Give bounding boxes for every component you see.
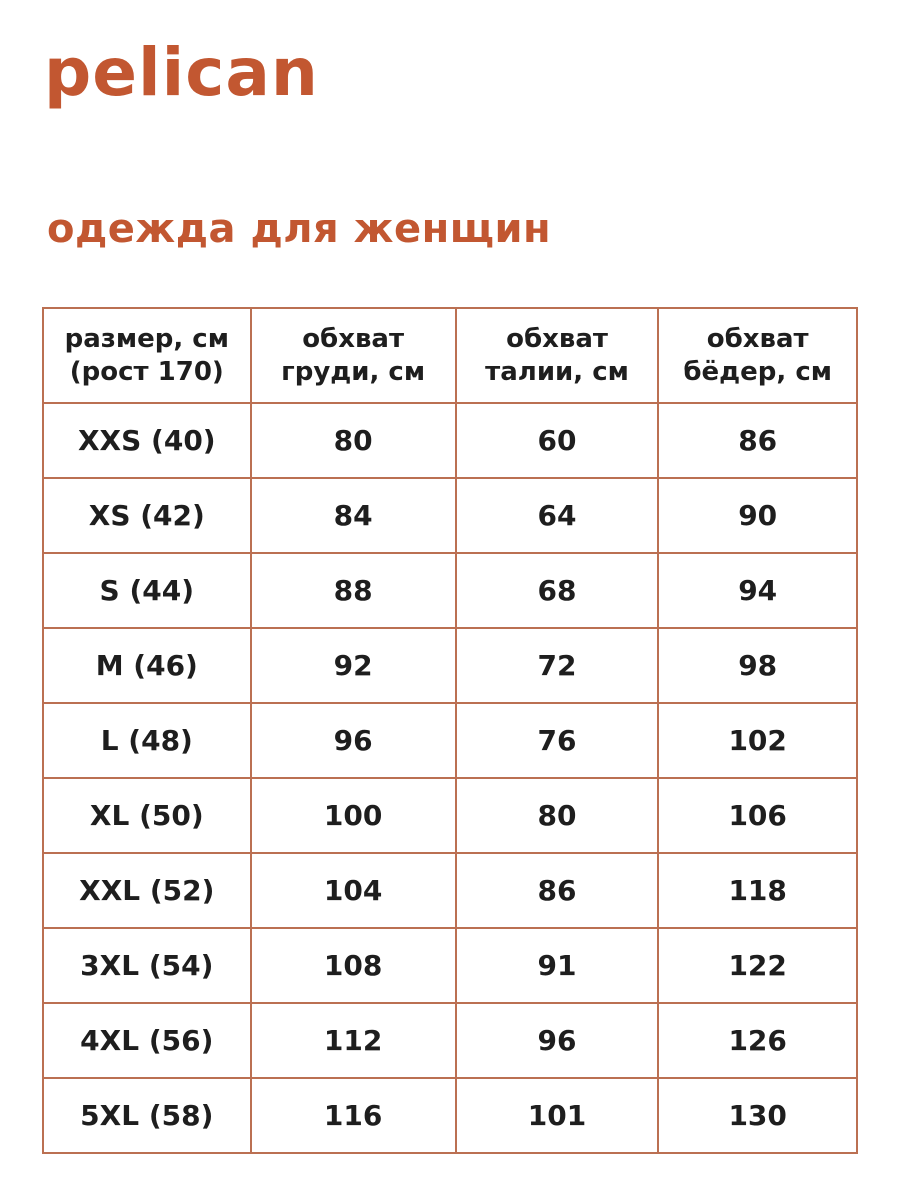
hips-cell: 118: [657, 852, 858, 929]
hips-cell: 90: [657, 477, 858, 554]
table-row: XXL (52) 104 86 118: [42, 852, 858, 929]
waist-cell: 60: [454, 402, 660, 479]
chest-cell: 104: [249, 852, 457, 929]
chest-cell: 92: [249, 627, 457, 704]
size-cell: XXS (40): [42, 402, 252, 479]
size-cell: XL (50): [42, 777, 252, 854]
size-cell: S (44): [42, 552, 252, 629]
waist-cell: 80: [454, 777, 660, 854]
waist-cell: 72: [454, 627, 660, 704]
chest-cell: 96: [249, 702, 457, 779]
column-header-size: размер, см (рост 170): [42, 307, 252, 404]
size-cell: 4XL (56): [42, 1002, 252, 1079]
hips-cell: 102: [657, 702, 858, 779]
table-row: 4XL (56) 112 96 126: [42, 1002, 858, 1079]
chest-cell: 84: [249, 477, 457, 554]
chest-cell: 116: [249, 1077, 457, 1154]
hips-cell: 106: [657, 777, 858, 854]
size-chart-table: размер, см (рост 170) обхват груди, см о…: [42, 307, 858, 1154]
chest-cell: 112: [249, 1002, 457, 1079]
table-row: S (44) 88 68 94: [42, 552, 858, 629]
size-cell: L (48): [42, 702, 252, 779]
table-row: XL (50) 100 80 106: [42, 777, 858, 854]
hips-cell: 130: [657, 1077, 858, 1154]
size-cell: M (46): [42, 627, 252, 704]
page-title: одежда для женщин: [47, 206, 552, 252]
table-row: XS (42) 84 64 90: [42, 477, 858, 554]
waist-cell: 96: [454, 1002, 660, 1079]
table-header-row: размер, см (рост 170) обхват груди, см о…: [42, 307, 858, 404]
size-cell: 5XL (58): [42, 1077, 252, 1154]
table-row: 3XL (54) 108 91 122: [42, 927, 858, 1004]
column-header-hips: обхват бёдер, см: [657, 307, 858, 404]
size-cell: 3XL (54): [42, 927, 252, 1004]
waist-cell: 101: [454, 1077, 660, 1154]
hips-cell: 86: [657, 402, 858, 479]
waist-cell: 91: [454, 927, 660, 1004]
hips-cell: 98: [657, 627, 858, 704]
table-row: XXS (40) 80 60 86: [42, 402, 858, 479]
waist-cell: 76: [454, 702, 660, 779]
size-cell: XS (42): [42, 477, 252, 554]
table-row: L (48) 96 76 102: [42, 702, 858, 779]
column-header-chest: обхват груди, см: [249, 307, 457, 404]
hips-cell: 122: [657, 927, 858, 1004]
brand-logo: pelican: [44, 34, 319, 111]
chest-cell: 108: [249, 927, 457, 1004]
waist-cell: 64: [454, 477, 660, 554]
waist-cell: 68: [454, 552, 660, 629]
size-cell: XXL (52): [42, 852, 252, 929]
hips-cell: 94: [657, 552, 858, 629]
waist-cell: 86: [454, 852, 660, 929]
hips-cell: 126: [657, 1002, 858, 1079]
chest-cell: 88: [249, 552, 457, 629]
table-row: 5XL (58) 116 101 130: [42, 1077, 858, 1154]
table-row: M (46) 92 72 98: [42, 627, 858, 704]
chest-cell: 100: [249, 777, 457, 854]
chest-cell: 80: [249, 402, 457, 479]
column-header-waist: обхват талии, см: [454, 307, 660, 404]
